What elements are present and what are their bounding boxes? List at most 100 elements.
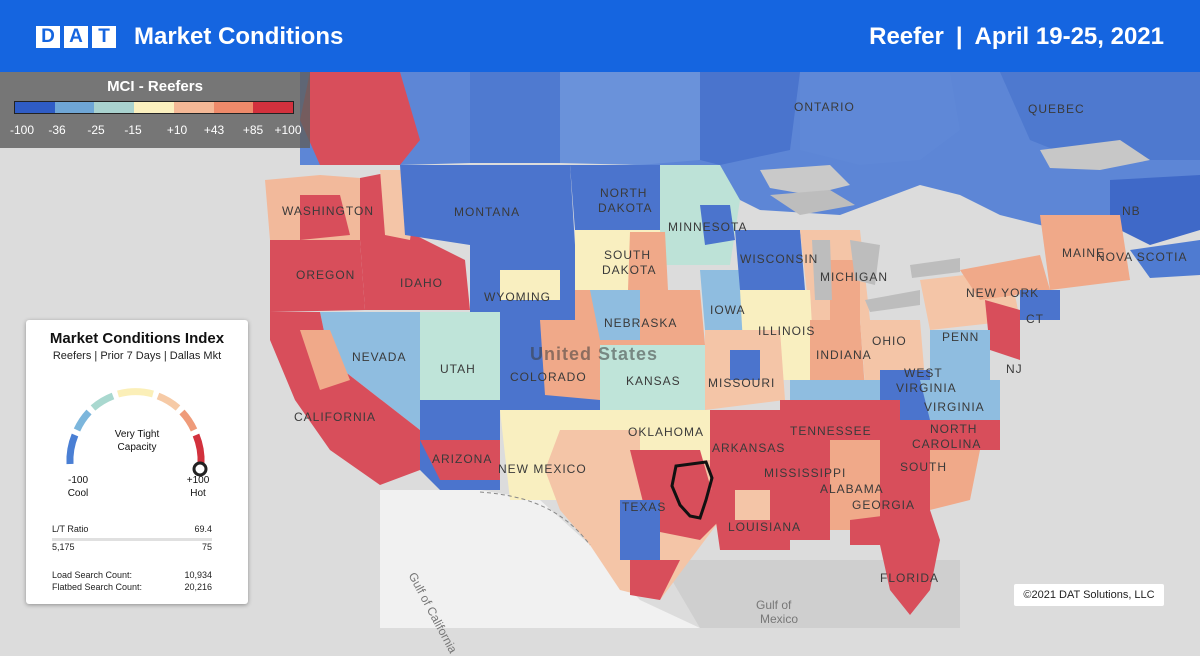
legend-color-scale — [14, 101, 294, 114]
label-ontario: ONTARIO — [794, 100, 855, 114]
label-nj: NJ — [1006, 362, 1023, 376]
gauge-needle-dot — [192, 461, 208, 477]
label-south-dakota-2: DAKOTA — [602, 263, 657, 277]
gulf-water — [660, 560, 960, 628]
label-united-states: United States — [530, 344, 659, 364]
logo-letter-d: D — [36, 26, 60, 48]
label-nebraska: NEBRASKA — [604, 316, 678, 330]
canada-regions — [300, 72, 1200, 278]
equipment-type: Reefer — [869, 23, 944, 50]
label-colorado: COLORADO — [510, 370, 587, 384]
great-lakes — [770, 190, 960, 312]
gauge-min-label: Cool — [67, 488, 89, 499]
legend-swatch — [15, 102, 55, 113]
legend-ticks: -100 -36 -25 -15 +10 +43 +85 +100 — [0, 123, 310, 141]
label-kansas: KANSAS — [626, 374, 681, 388]
label-gulf-of-mexico-1: Gulf of — [756, 598, 792, 612]
label-texas: TEXAS — [622, 500, 667, 514]
label-minnesota: MINNESOTA — [668, 220, 748, 234]
legend-tick: -15 — [124, 123, 142, 137]
label-michigan: MICHIGAN — [820, 270, 888, 284]
label-west-virginia-1: WEST — [904, 366, 943, 380]
flatbed-search-label: Flatbed Search Count: — [52, 582, 143, 592]
legend-tick: -36 — [48, 123, 66, 137]
legend-title: MCI - Reefers — [107, 78, 203, 95]
label-oregon: OREGON — [296, 268, 356, 282]
label-nb: NB — [1122, 204, 1141, 218]
label-nevada: NEVADA — [352, 350, 407, 364]
lt-ratio-row: L/T Ratio 69.4 — [52, 524, 212, 534]
market-map[interactable] — [0, 72, 1200, 628]
legend-swatch — [173, 102, 214, 113]
flatbed-search-row: Flatbed Search Count: 20,216 — [52, 582, 212, 592]
label-illinois: ILLINOIS — [758, 324, 816, 338]
lt-ratio-label: L/T Ratio — [52, 524, 89, 534]
header-info: Reefer | April 19-25, 2021 — [869, 23, 1164, 51]
label-idaho: IDAHO — [400, 276, 444, 290]
label-alabama: ALABAMA — [820, 482, 884, 496]
label-florida: FLORIDA — [880, 571, 940, 585]
label-quebec: QUEBEC — [1028, 102, 1085, 116]
label-wyoming: WYOMING — [484, 290, 551, 304]
label-montana: MONTANA — [454, 205, 521, 219]
lt-ratio-value: 69.4 — [194, 524, 212, 534]
copyright-badge: ©2021 DAT Solutions, LLC — [1014, 584, 1164, 606]
label-wisconsin: WISCONSIN — [740, 252, 819, 266]
label-arizona: ARIZONA — [432, 452, 493, 466]
label-iowa: IOWA — [710, 303, 746, 317]
loads-trucks-row: 5,175 75 — [52, 542, 212, 552]
logo-letter-t: T — [92, 26, 116, 48]
label-indiana: INDIANA — [816, 348, 872, 362]
legend-swatch — [54, 102, 95, 113]
label-mississippi: MISSISSIPPI — [764, 466, 847, 480]
label-california: CALIFORNIA — [294, 410, 377, 424]
label-north-carolina-1: NORTH — [930, 422, 978, 436]
label-arkansas: ARKANSAS — [712, 441, 786, 455]
load-search-label: Load Search Count: — [52, 570, 133, 580]
market-conditions-card: Market Conditions Index Reefers | Prior … — [26, 320, 248, 604]
header-bar: D A T Market Conditions Reefer | April 1… — [0, 0, 1200, 72]
label-nova-scotia: NOVA SCOTIA — [1096, 250, 1188, 264]
legend-tick: +85 — [242, 123, 264, 137]
legend-tick: +10 — [166, 123, 188, 137]
label-georgia: GEORGIA — [852, 498, 916, 512]
label-tennessee: TENNESSEE — [790, 424, 872, 438]
flatbed-search-value: 20,216 — [184, 582, 212, 592]
label-missouri: MISSOURI — [708, 376, 776, 390]
gauge-status-line2: Capacity — [117, 442, 157, 453]
label-maine: MAINE — [1062, 246, 1106, 260]
legend-tick: +100 — [274, 123, 302, 137]
gauge-max-label: Hot — [190, 488, 206, 499]
label-oklahoma: OKLAHOMA — [628, 425, 705, 439]
load-search-row: Load Search Count: 10,934 — [52, 570, 212, 580]
legend-swatch — [253, 102, 294, 113]
label-virginia: VIRGINIA — [924, 400, 985, 414]
trucks-value: 75 — [201, 542, 212, 552]
dallas-market-outline[interactable] — [670, 460, 714, 520]
label-north-dakota-1: NORTH — [600, 186, 648, 200]
us-regions — [265, 165, 1130, 615]
card-subtitle: Reefers | Prior 7 Days | Dallas Mkt — [52, 350, 222, 362]
date-range: April 19-25, 2021 — [974, 23, 1164, 50]
label-gulf-of-mexico-2: Mexico — [760, 612, 799, 626]
label-west-virginia-2: VIRGINIA — [896, 381, 957, 395]
mci-legend: MCI - Reefers -100 -36 -25 -15 +10 +43 +… — [0, 72, 310, 148]
label-north-dakota-2: DAKOTA — [598, 201, 653, 215]
gauge-max-value: +100 — [186, 475, 210, 486]
label-south-dakota-1: SOUTH — [604, 248, 651, 262]
legend-swatch — [213, 102, 254, 113]
mexico-region — [380, 490, 700, 628]
card-title: Market Conditions Index — [49, 330, 225, 347]
legend-swatch — [134, 102, 174, 113]
label-south-carolina: SOUTH — [900, 460, 947, 474]
label-penn: PENN — [942, 330, 980, 344]
label-new-mexico: NEW MEXICO — [498, 462, 587, 476]
lt-ratio-bar — [52, 538, 212, 541]
legend-swatch — [94, 102, 135, 113]
label-north-carolina-2: CAROLINA — [912, 437, 982, 451]
gauge-min-value: -100 — [67, 475, 88, 486]
loads-value: 5,175 — [52, 542, 75, 552]
gauge-status: Very Tight Capacity — [76, 428, 198, 454]
gauge-status-line1: Very Tight — [114, 429, 160, 440]
label-new-york: NEW YORK — [966, 286, 1040, 300]
